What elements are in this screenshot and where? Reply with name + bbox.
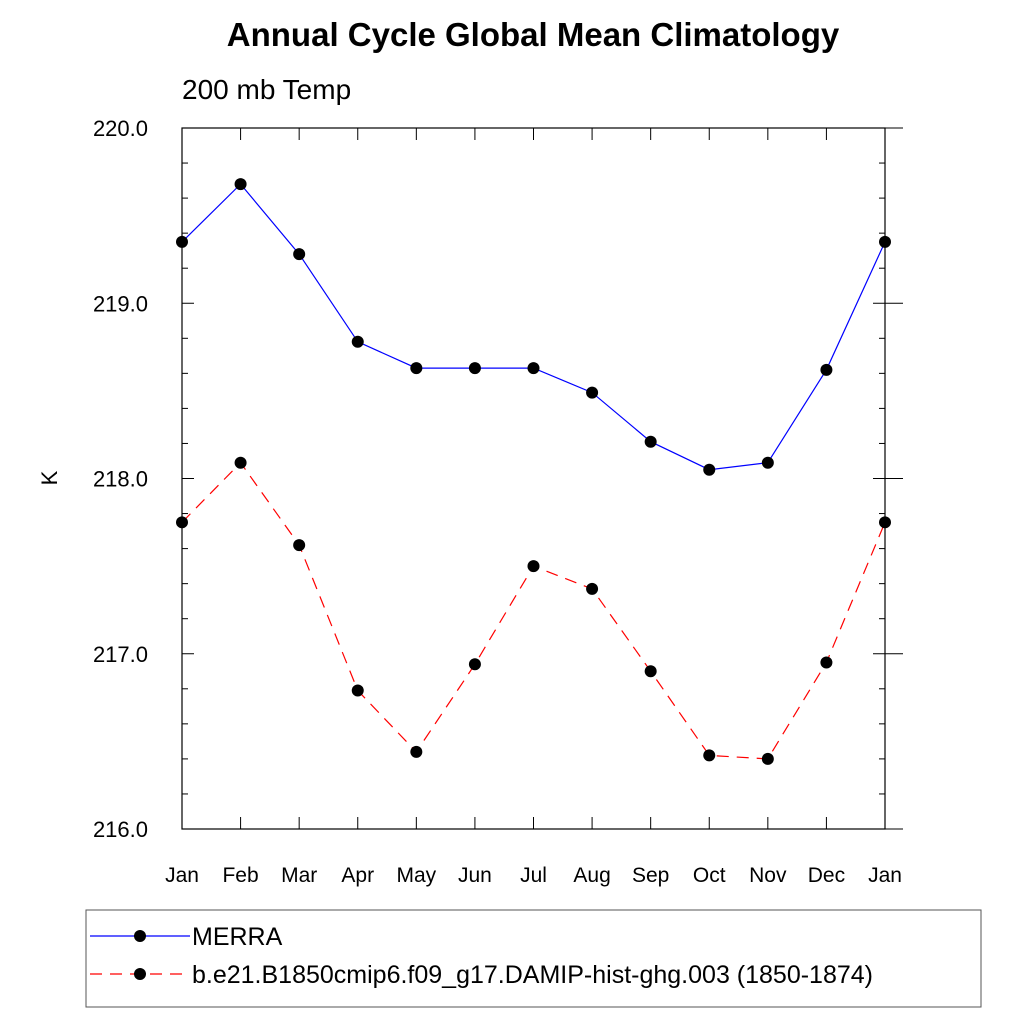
x-tick-label: Nov (749, 864, 787, 887)
legend-box (85, 909, 982, 1008)
x-tick-label: Dec (808, 864, 845, 887)
chart-subtitle: 200 mb Temp (182, 74, 351, 105)
series-1-point (820, 656, 833, 669)
legend-label-merra: MERRA (192, 923, 283, 951)
x-tick-label: Sep (632, 864, 669, 887)
series-1-point (176, 516, 188, 529)
legend: MERRA b.e21.B1850cmip6.f09_g17.DAMIP-his… (85, 909, 982, 1008)
series-1-point (468, 658, 481, 671)
series-0-point (879, 235, 891, 248)
series-1-point (234, 456, 247, 469)
series-0-point (586, 386, 599, 399)
series-1-point (644, 665, 657, 678)
x-tick-label: Jul (520, 864, 547, 887)
y-tick-label: 218.0 (93, 467, 148, 492)
series-0-point (293, 248, 306, 261)
series-1-point (410, 745, 423, 758)
series-1-point (293, 539, 306, 552)
chart-title: Annual Cycle Global Mean Climatology (227, 16, 840, 53)
series-0-point (410, 362, 423, 375)
y-tick-label: 219.0 (93, 291, 148, 316)
series-0-point (527, 362, 540, 375)
x-tick-label: Apr (341, 864, 374, 887)
series-0-point (761, 456, 774, 469)
series-layer (176, 178, 891, 765)
x-tick-label: Oct (693, 864, 726, 887)
y-tick-labels: 216.0 217.0 218.0 219.0 220.0 (93, 116, 148, 842)
x-tick-label: Feb (222, 864, 258, 887)
series-0-point (644, 435, 657, 448)
series-1-point (586, 582, 599, 595)
x-tick-label: Aug (573, 864, 610, 887)
x-tick-label: Jan (165, 864, 199, 887)
series-0-point (468, 362, 481, 375)
series-1-point (703, 749, 716, 762)
y-tick-label: 216.0 (93, 817, 148, 842)
series-line-0 (181, 183, 886, 471)
x-tick-label: Jan (868, 864, 902, 887)
series-0-point (234, 178, 247, 191)
x-tick-label: May (396, 864, 436, 887)
legend-marker-model (134, 968, 146, 980)
series-1-point (761, 752, 774, 765)
x-tick-label: Jun (458, 864, 492, 887)
series-0-point (351, 335, 364, 348)
axis-ticks (181, 127, 903, 830)
legend-marker-merra (134, 930, 146, 942)
y-tick-label: 217.0 (93, 642, 148, 667)
series-0-point (703, 463, 716, 476)
series-1-point (879, 516, 891, 529)
series-0-point (176, 235, 188, 248)
series-1-point (527, 560, 540, 573)
y-tick-label: 220.0 (93, 116, 148, 141)
x-tick-labels: Jan Feb Mar Apr May Jun Jul Aug Sep Oct Nov Dec Jan (165, 864, 902, 887)
plot-frame (181, 127, 886, 830)
legend-label-model: b.e21.B1850cmip6.f09_g17.DAMIP-hist-ghg.… (192, 961, 873, 989)
series-0-point (820, 363, 833, 376)
y-axis-label: K (37, 470, 62, 485)
series-line-1 (181, 461, 886, 760)
x-tick-label: Mar (281, 864, 317, 887)
series-1-point (351, 684, 364, 697)
